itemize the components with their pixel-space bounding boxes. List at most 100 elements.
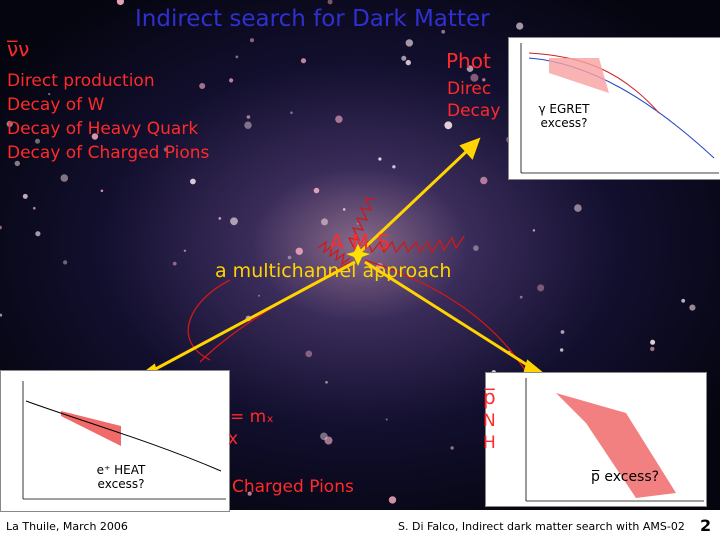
- star: [470, 73, 479, 82]
- star: [6, 120, 13, 127]
- plot-note: e⁺ HEAT excess?: [96, 463, 146, 491]
- star: [401, 55, 407, 61]
- star: [230, 217, 238, 226]
- neutrino-item: Decay of Charged Pions: [7, 143, 210, 163]
- antiproton-label: p̅: [483, 385, 496, 409]
- neutrino-item: Decay of Heavy Quark: [7, 119, 199, 139]
- plot-lines: [520, 43, 719, 174]
- page-number: 2: [700, 516, 712, 535]
- star: [324, 436, 333, 445]
- star: [190, 178, 196, 185]
- star: [405, 59, 411, 66]
- star: [405, 39, 413, 47]
- star: [60, 174, 69, 182]
- star: [235, 55, 239, 59]
- star: [650, 339, 656, 345]
- star: [342, 208, 346, 211]
- star: [63, 260, 68, 265]
- star: [560, 330, 565, 334]
- antiproton-fragment: N: [483, 411, 496, 431]
- star: [650, 346, 655, 352]
- star: [35, 138, 40, 144]
- star: [229, 78, 234, 83]
- slide-title: Indirect search for Dark Matter: [135, 6, 490, 32]
- star: [0, 225, 2, 230]
- star: [199, 83, 206, 89]
- plot-lines: [525, 378, 704, 502]
- star: [244, 121, 252, 129]
- star: [480, 176, 488, 185]
- star: [116, 0, 124, 6]
- star: [91, 133, 99, 140]
- star: [249, 38, 255, 43]
- photon-item: Decay: [447, 101, 501, 121]
- star: [100, 189, 104, 193]
- star: [22, 193, 28, 199]
- star: [48, 92, 51, 96]
- star: [681, 298, 686, 303]
- star: [560, 348, 564, 352]
- star: [532, 229, 536, 232]
- star: [537, 284, 545, 292]
- star: [300, 58, 307, 64]
- star: [258, 294, 260, 297]
- star: [466, 65, 474, 72]
- star: [388, 496, 397, 504]
- star: [290, 111, 293, 114]
- star: [519, 295, 523, 299]
- star: [356, 222, 359, 225]
- star: [320, 432, 328, 441]
- star: [450, 446, 454, 450]
- center-subtitle: a multichannel approach: [215, 260, 452, 282]
- star: [516, 22, 524, 30]
- star: [287, 255, 292, 260]
- star: [327, 0, 333, 5]
- arrows: [134, 137, 548, 382]
- center-label: AMS: [330, 230, 398, 254]
- star: [574, 204, 582, 212]
- footer-left: La Thuile, March 2006: [6, 520, 128, 533]
- positron-fragment: Charged Pions: [232, 477, 354, 497]
- star: [321, 218, 328, 226]
- star: [35, 231, 41, 237]
- neutrino-item: Direct production: [7, 71, 155, 91]
- star: [163, 147, 168, 152]
- star: [14, 160, 20, 167]
- star: [313, 187, 320, 194]
- star: [441, 29, 446, 34]
- star-burst: [346, 244, 370, 266]
- star: [305, 350, 313, 358]
- footer-bar: [0, 510, 720, 540]
- plot-note: γ EGRET excess?: [538, 102, 590, 130]
- plot-note: p̅ excess?: [591, 469, 660, 485]
- neutrino-label: ν̅ν: [7, 37, 30, 61]
- antiproton-fragment: H: [483, 433, 496, 453]
- star: [378, 157, 382, 161]
- photon-item: Direc: [447, 79, 492, 99]
- star: [689, 304, 696, 311]
- star: [444, 121, 453, 130]
- neutrino-item: Decay of W: [7, 95, 105, 115]
- star: [482, 78, 486, 82]
- star: [183, 249, 187, 252]
- star: [218, 217, 222, 220]
- positron-fragment: = mₓ: [230, 407, 274, 427]
- photon-plot: γ EGRET excess?: [508, 37, 720, 180]
- star: [172, 261, 177, 266]
- star: [325, 381, 328, 384]
- positron-plot: e⁺ HEAT excess?: [0, 370, 230, 512]
- star: [0, 313, 3, 317]
- antiproton-plot: p̅ excess?: [485, 372, 707, 507]
- star: [473, 245, 479, 251]
- photon-label: Phot: [446, 49, 491, 73]
- star: [295, 247, 303, 255]
- plot-lines: [22, 381, 226, 500]
- star: [385, 418, 388, 421]
- star: [247, 491, 252, 496]
- star: [392, 165, 396, 169]
- star: [246, 115, 251, 119]
- star: [335, 115, 343, 123]
- positron-fragment: x: [228, 429, 239, 449]
- footer-center: S. Di Falco, Indirect dark matter search…: [398, 520, 685, 533]
